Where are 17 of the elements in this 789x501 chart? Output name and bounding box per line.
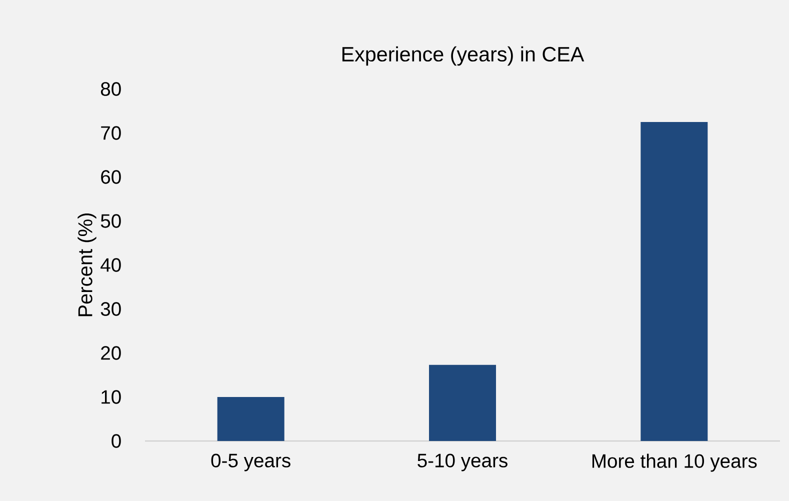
y-tick-label: 70 — [101, 126, 121, 140]
x-tick-label: More than 10 years — [592, 454, 757, 472]
bar — [429, 364, 496, 441]
y-axis-title: Percent (%) — [78, 213, 96, 316]
chart-title: Experience (years) in CEA — [342, 46, 584, 66]
y-tick-label: 30 — [100, 302, 121, 316]
y-tick-label: 50 — [100, 214, 121, 228]
y-tick-label: 0 — [112, 434, 121, 448]
y-tick-label: 60 — [101, 170, 121, 184]
x-tick-label: 5-10 years — [418, 454, 508, 472]
bar — [217, 397, 284, 441]
y-tick-label: 10 — [102, 390, 121, 404]
y-tick-label: 40 — [100, 258, 121, 272]
y-tick-label: 20 — [101, 346, 121, 360]
y-tick-label: 80 — [100, 82, 121, 96]
bar — [640, 122, 708, 441]
x-tick-label: 0-5 years — [211, 454, 290, 472]
